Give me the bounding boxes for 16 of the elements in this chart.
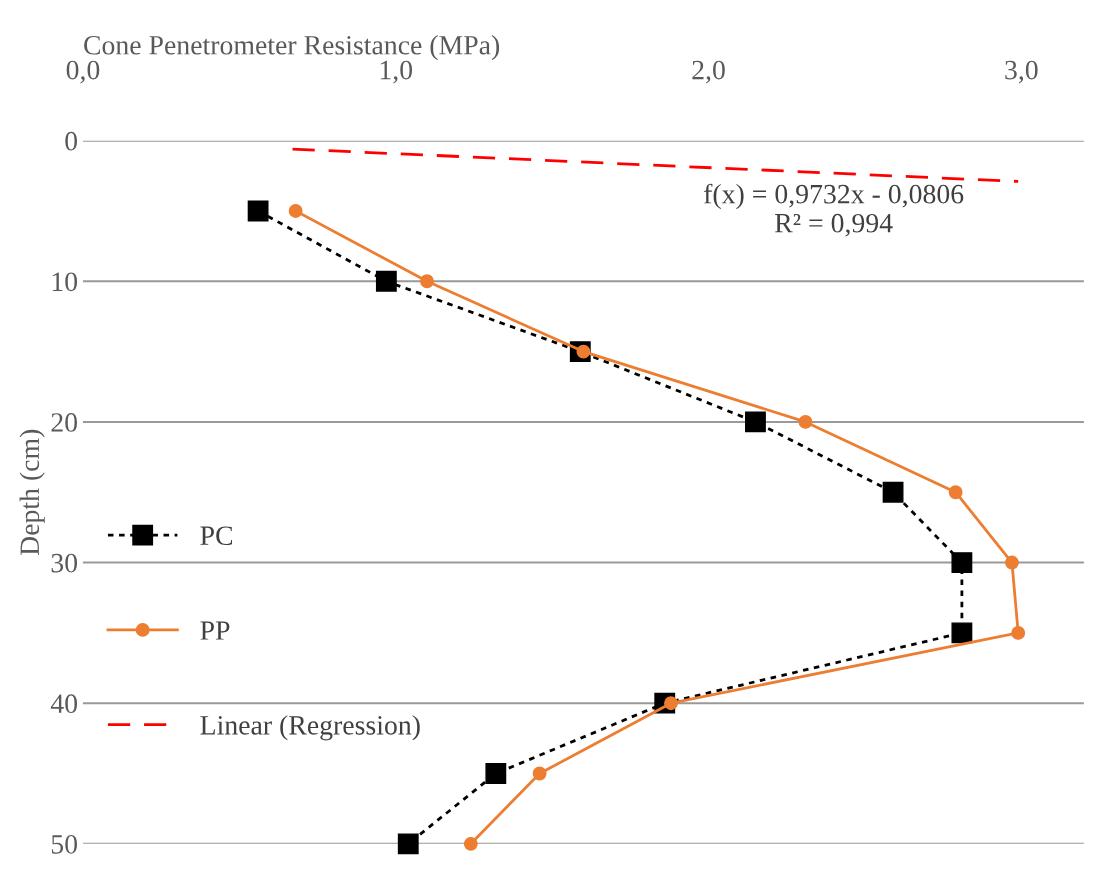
y-tick-label: 0 [65, 131, 78, 151]
legend-label: Linear (Regression) [200, 715, 420, 741]
y-axis-title: Depth (cm) [19, 429, 45, 556]
y-tick-label: 50 [51, 835, 78, 854]
x-tick-label: 3,0 [1005, 60, 1038, 84]
annotation: f(x) = 0,9732x - 0,0806 R² = 0,994 [704, 183, 964, 237]
x-axis-title: Cone Penetrometer Resistance (MPa) [84, 35, 500, 61]
x-tick-label: 1,0 [380, 60, 413, 84]
y-tick-label: 40 [50, 694, 78, 714]
legend-label: PP [200, 621, 230, 640]
x-tick-label: 0,0 [66, 60, 100, 84]
legend-label: PC [200, 526, 233, 546]
y-tick-label: 10 [52, 272, 78, 292]
x-tick-label: 2,0 [692, 60, 725, 84]
y-tick-label: 30 [51, 553, 78, 573]
y-tick-label: 20 [51, 413, 78, 432]
